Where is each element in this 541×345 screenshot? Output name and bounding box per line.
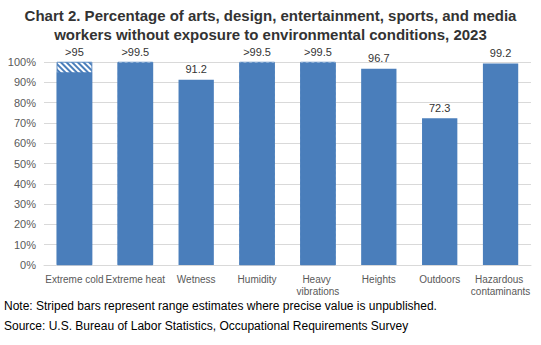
svg-text:90%: 90% — [14, 76, 36, 88]
svg-text:60%: 60% — [14, 137, 36, 149]
svg-text:Heavy: Heavy — [302, 274, 333, 285]
svg-text:96.7: 96.7 — [368, 52, 389, 64]
svg-text:>99.5: >99.5 — [243, 46, 271, 58]
svg-text:contaminants: contaminants — [471, 286, 530, 297]
svg-text:Chart 2. Percentage of arts, d: Chart 2. Percentage of arts, design, ent… — [25, 7, 517, 24]
svg-text:30%: 30% — [14, 198, 36, 210]
svg-text:Note: Striped bars represent r: Note: Striped bars represent range estim… — [4, 299, 437, 313]
svg-text:Extreme cold: Extreme cold — [45, 274, 103, 285]
svg-text:Humidity: Humidity — [238, 274, 277, 285]
svg-text:Outdoors: Outdoors — [419, 274, 460, 285]
svg-text:70%: 70% — [14, 117, 36, 129]
svg-text:Extreme heat: Extreme heat — [106, 274, 166, 285]
svg-text:100%: 100% — [8, 56, 36, 68]
svg-text:91.2: 91.2 — [185, 63, 206, 75]
svg-text:10%: 10% — [14, 239, 36, 251]
svg-text:0%: 0% — [20, 259, 36, 271]
svg-text:80%: 80% — [14, 97, 36, 109]
svg-text:Source: U.S. Bureau of Labor S: Source: U.S. Bureau of Labor Statistics,… — [4, 319, 408, 333]
svg-text:workers without exposure to en: workers without exposure to environmenta… — [53, 26, 487, 43]
svg-text:20%: 20% — [14, 218, 36, 230]
svg-text:>99.5: >99.5 — [121, 46, 149, 58]
svg-text:Wetness: Wetness — [177, 274, 216, 285]
svg-text:Hazardous: Hazardous — [475, 274, 526, 285]
svg-text:>95: >95 — [65, 46, 84, 58]
svg-text:40%: 40% — [14, 178, 36, 190]
svg-text:50%: 50% — [14, 158, 36, 170]
svg-text:Heights: Heights — [362, 274, 396, 285]
svg-text:>99.5: >99.5 — [304, 46, 332, 58]
svg-text:vibrations: vibrations — [297, 286, 340, 297]
svg-text:72.3: 72.3 — [429, 102, 450, 114]
svg-text:99.2: 99.2 — [490, 47, 511, 59]
